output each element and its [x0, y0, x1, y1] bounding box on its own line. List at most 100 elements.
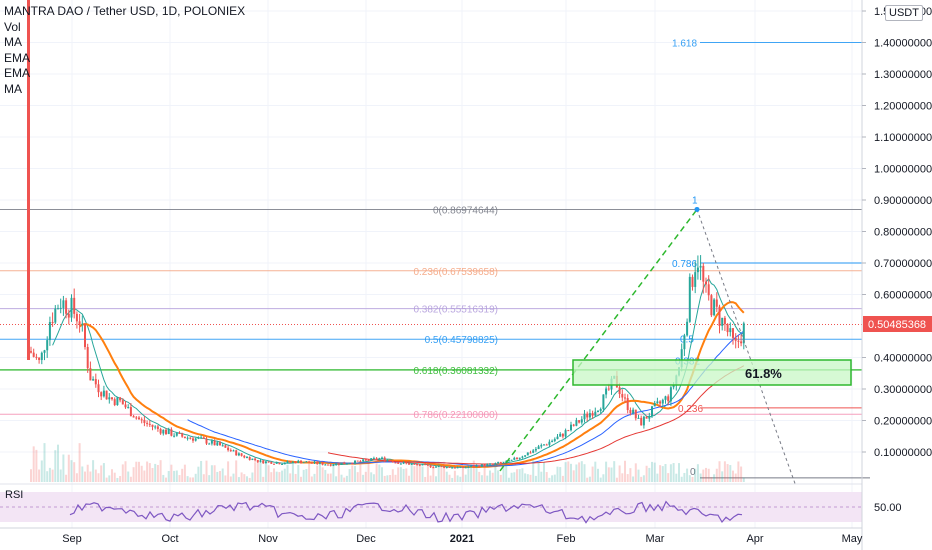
trend-drawings[interactable]: [499, 206, 796, 484]
volume-bar: [62, 454, 65, 482]
candle-body: [729, 328, 732, 333]
rsi-line: [69, 500, 743, 524]
volume-bar: [108, 475, 111, 482]
candle-body: [300, 460, 302, 463]
y-tick-label: 0.80000000: [874, 227, 932, 239]
indicator-ema-2[interactable]: EMA: [4, 66, 31, 80]
indicator-vol[interactable]: Vol: [4, 19, 21, 34]
candle-body: [129, 407, 132, 417]
volume-bar: [556, 466, 559, 482]
volume-bar: [613, 461, 616, 482]
candle-body: [621, 394, 624, 398]
candle-body: [165, 429, 167, 435]
volume-bar: [424, 476, 427, 482]
candle-body: [637, 417, 640, 419]
volume-bar: [710, 477, 713, 482]
candle-body: [699, 265, 702, 268]
volume-bar: [605, 461, 608, 482]
indicator-ma-2[interactable]: MA: [4, 81, 22, 96]
volume-bar: [572, 470, 575, 482]
currency-button[interactable]: USDT: [885, 5, 923, 21]
volume-bar: [435, 476, 437, 482]
candle-body: [597, 410, 599, 412]
volume-bar: [683, 472, 686, 482]
volume-bar: [491, 472, 494, 482]
y-tick-label: 1.10000000: [874, 132, 932, 144]
candle-body: [248, 457, 251, 460]
candle-body: [683, 335, 686, 350]
volume-bar: [467, 464, 470, 482]
candle-body: [210, 440, 213, 444]
candle-body: [524, 455, 527, 457]
candle-body: [494, 463, 497, 465]
rsi-axis-label: 50.00: [874, 502, 902, 514]
symbol-title[interactable]: MANTRA DAO / Tether USD, 1D, POLONIEX: [4, 4, 246, 18]
fib-label: 1.618: [672, 39, 697, 50]
candle-body: [586, 413, 589, 418]
volume-bar: [213, 465, 216, 482]
candle-body: [208, 443, 211, 445]
candle-body: [448, 466, 451, 468]
candle-body: [321, 462, 324, 465]
candle-body: [381, 457, 383, 459]
candle-body: [416, 463, 419, 465]
x-tick-label: May: [842, 533, 863, 545]
rsi-pane: RSI: [0, 483, 862, 524]
volume-bar: [726, 464, 729, 482]
candle-body: [94, 379, 97, 385]
volume-bar: [618, 465, 621, 482]
candle-body: [243, 455, 246, 458]
volume-bar: [329, 473, 332, 482]
swing-fib-label: 0.236: [678, 404, 703, 415]
candle-body: [570, 424, 572, 431]
candle-body: [742, 323, 745, 344]
candle-body: [456, 467, 459, 469]
volume-bar: [570, 463, 572, 482]
volume-bar: [54, 450, 57, 482]
candle-body: [661, 399, 664, 404]
volume-bar: [143, 470, 146, 482]
candle-body: [556, 436, 559, 440]
volume-bar: [194, 473, 197, 482]
volume-bar: [564, 462, 567, 482]
support-zone[interactable]: 61.8%: [572, 359, 852, 386]
price-axis[interactable]: 1.500000001.400000001.300000001.20000000…: [861, 0, 932, 550]
candle-body: [588, 413, 591, 418]
candle-body: [656, 401, 659, 404]
candle-body: [680, 349, 683, 368]
volume-bar: [362, 474, 365, 482]
candle-body: [81, 323, 84, 325]
candle-body: [362, 459, 365, 462]
time-axis[interactable]: Sep Oct Nov Dec 2021 Feb Mar Apr May: [0, 527, 863, 545]
candle-body: [516, 457, 518, 459]
candle-body: [237, 453, 240, 456]
candle-body: [337, 463, 340, 465]
volume-bar: [543, 462, 545, 482]
indicator-ema[interactable]: EMA: [4, 50, 31, 65]
volume-bar: [173, 470, 176, 482]
indicator-ma[interactable]: MA: [4, 35, 22, 49]
volume-bar: [229, 476, 232, 482]
volume-bar: [324, 469, 327, 482]
candle-body: [256, 460, 259, 462]
volume-bar: [97, 473, 100, 482]
zone-rect[interactable]: [572, 359, 852, 386]
candle-body: [154, 426, 157, 428]
candle-body: [105, 390, 108, 400]
candle-body: [278, 462, 281, 465]
volume-bar: [729, 465, 732, 482]
candle-body: [78, 321, 81, 325]
fib-label: 0.786(0.22100000): [413, 410, 498, 421]
volume-bar: [129, 476, 132, 482]
volume-bar: [516, 469, 518, 482]
volume-bar: [246, 476, 248, 482]
candle-body: [567, 430, 570, 432]
volume-bar: [227, 461, 230, 482]
candle-body: [664, 396, 667, 400]
volume-bar: [475, 464, 478, 482]
volume-bar: [383, 475, 386, 482]
volume-bar: [381, 467, 383, 482]
candle-body: [580, 419, 583, 423]
volume-bar: [624, 460, 626, 482]
